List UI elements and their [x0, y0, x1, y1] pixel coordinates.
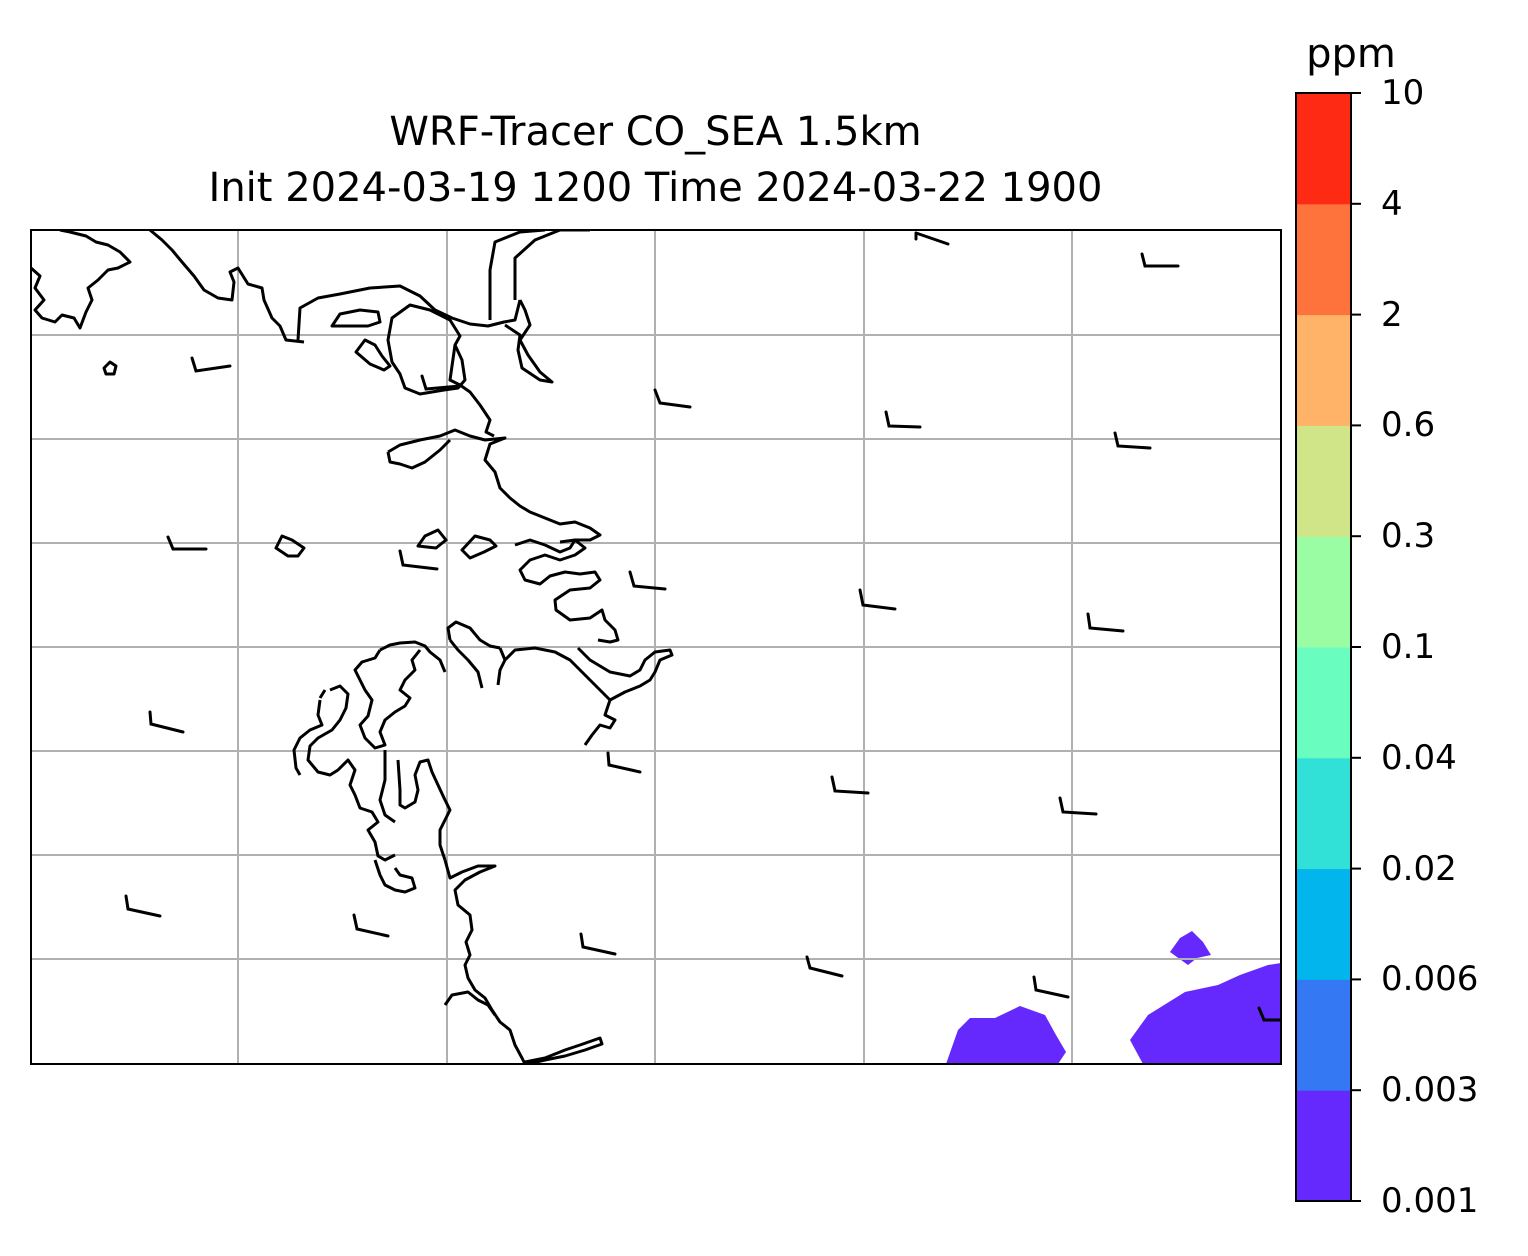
wind-barb: [420, 374, 462, 391]
colorbar-segment: [1296, 203, 1351, 316]
wind-barb: [830, 775, 870, 795]
map-frame: [30, 229, 1282, 1065]
wind-barb: [606, 751, 642, 774]
wind-barb: [858, 588, 897, 611]
coastline-central-3: [576, 646, 674, 702]
coastline-fjords-3: [292, 689, 327, 776]
plot-title: WRF-Tracer CO_SEA 1.5km: [389, 109, 922, 155]
colorbar-tick-label: 2: [1381, 294, 1403, 335]
colorbar-tick-label: 0.001: [1381, 1181, 1479, 1221]
coastline-island-2: [274, 534, 306, 558]
coastlines: [31, 230, 674, 1064]
wind-barb: [914, 231, 950, 246]
colorbar-segment: [1296, 647, 1351, 759]
coastline-island-1: [330, 308, 382, 328]
wind-barb: [1086, 612, 1125, 633]
coastline-south: [443, 859, 527, 1064]
coastline-channel: [488, 230, 590, 384]
coastline-north: [31, 230, 132, 330]
wind-barb: [1113, 431, 1152, 450]
coastline-sound-1: [354, 338, 392, 372]
tracer-blob: [1130, 963, 1281, 1064]
colorbar-tick-label: 0.1: [1381, 627, 1436, 667]
colorbar-tick-label: 10: [1381, 73, 1425, 113]
wind-barbs: [124, 231, 1281, 1022]
colorbar-segment: [1296, 1090, 1351, 1202]
coastline-spit: [448, 344, 495, 438]
coastline-island-3: [416, 528, 448, 550]
colorbar-segment: [1296, 314, 1351, 426]
coastline-sw-1: [373, 859, 417, 894]
wind-barb: [628, 570, 667, 591]
wind-barb: [1032, 975, 1070, 999]
coastline-sound-2: [387, 428, 602, 544]
wind-barb: [579, 932, 617, 956]
wind-barb: [805, 955, 844, 978]
wind-barb: [190, 356, 232, 373]
colorbar-tick-label: 0.006: [1381, 959, 1479, 1000]
plot-subtitle: Init 2024-03-19 1200 Time 2024-03-22 190…: [208, 165, 1103, 211]
coastline-fjords-4: [378, 750, 452, 861]
wind-barb: [1058, 796, 1098, 816]
wind-barb: [398, 549, 439, 571]
wind-barb: [1257, 1006, 1281, 1022]
colorbar-segment: [1296, 979, 1351, 1091]
tracer-blob: [1170, 931, 1211, 965]
colorbar-segment: [1296, 536, 1351, 648]
wind-barb: [124, 894, 162, 918]
colorbar-tick-label: 0.6: [1381, 405, 1436, 446]
wind-barb: [884, 410, 922, 429]
tracer-field: [946, 931, 1281, 1064]
coastline-islet: [102, 360, 118, 376]
colorbar-segment: [1296, 868, 1351, 980]
wind-barb: [352, 913, 390, 938]
coastline-fjords-2: [306, 684, 396, 862]
coastline-central-2: [448, 639, 617, 746]
wind-barb: [653, 388, 692, 409]
colorbar-tick-label: 0.3: [1381, 516, 1436, 557]
wind-barb: [148, 710, 185, 734]
colorbar-tick-label: 0.04: [1381, 737, 1457, 778]
gridlines: [31, 230, 1281, 1064]
coastline-central: [379, 620, 501, 673]
coastline-inlet: [296, 284, 522, 341]
colorbar-segment: [1296, 425, 1351, 537]
coastline-north-2: [149, 230, 305, 344]
tracer-blob: [946, 1006, 1066, 1064]
coastline-peninsula: [386, 303, 467, 396]
coastline-south-2: [443, 990, 604, 1064]
coastline-island-4: [460, 534, 498, 560]
colorbar-segment: [1296, 93, 1351, 205]
coastline-sound-3: [386, 438, 452, 470]
colorbar-segment: [1296, 757, 1351, 870]
colorbar-frame: [1295, 92, 1352, 1202]
colorbar-tick-label: 0.003: [1381, 1070, 1479, 1111]
wind-barb: [166, 535, 208, 551]
colorbar-tick-label: 0.02: [1381, 848, 1457, 889]
wind-barb: [1140, 252, 1180, 268]
coastline-fjords: [353, 649, 422, 750]
coastline-bay-1: [514, 538, 620, 644]
colorbar-tick-label: 4: [1381, 183, 1403, 224]
colorbar-unit-label: ppm: [1306, 31, 1396, 77]
colorbar: [1296, 92, 1361, 1202]
